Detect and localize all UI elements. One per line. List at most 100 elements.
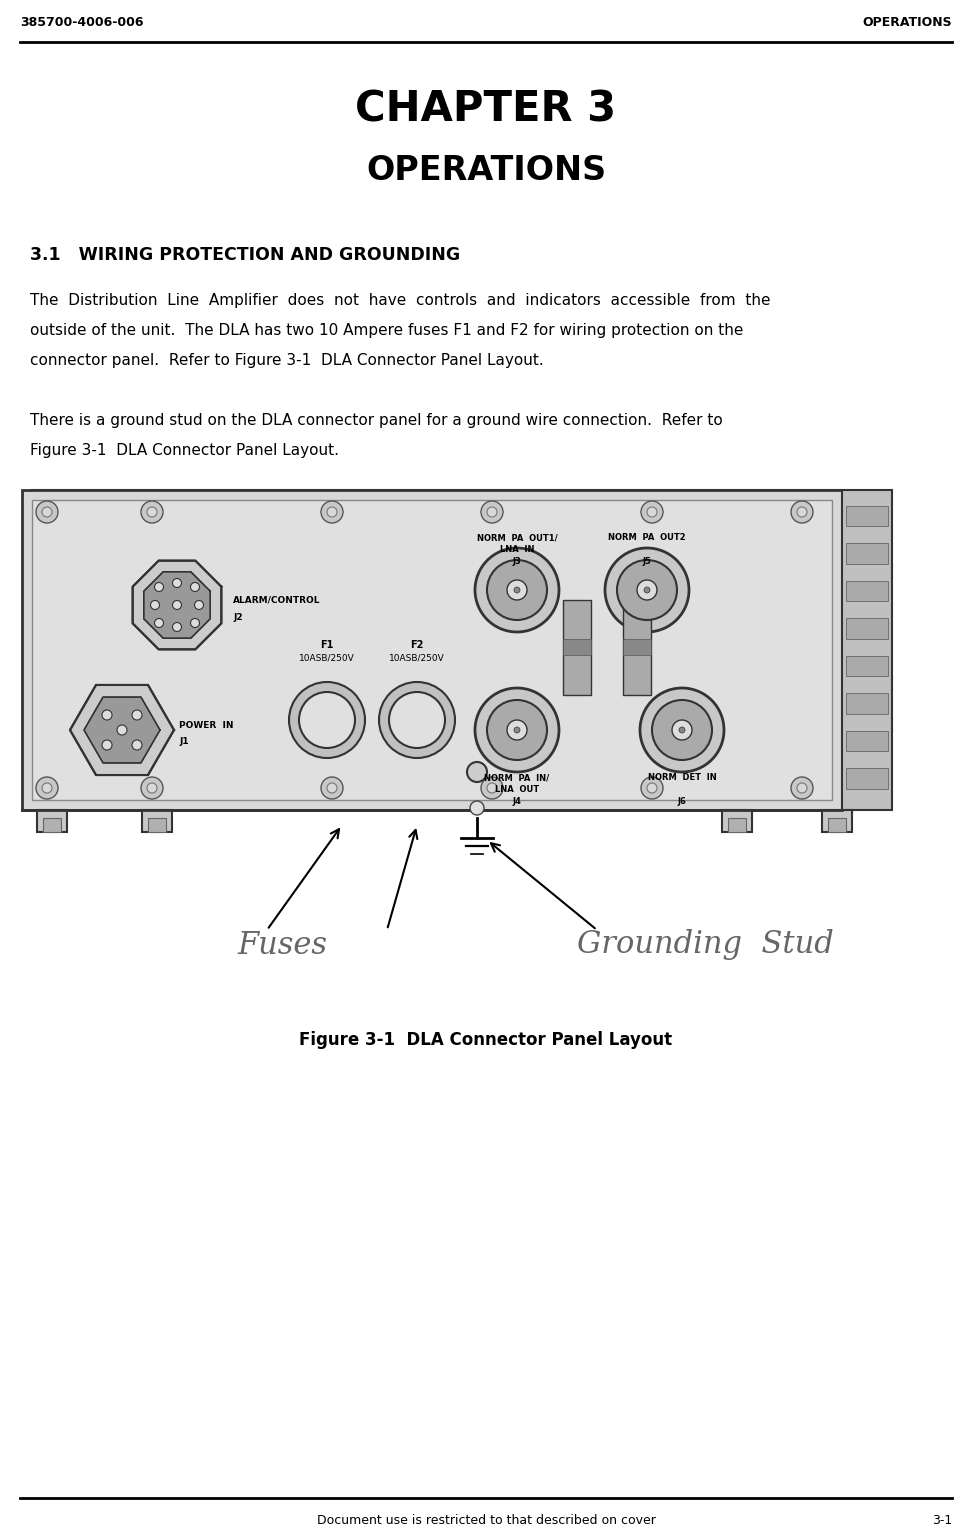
Text: Grounding  Stud: Grounding Stud (577, 929, 834, 961)
Text: NORM  DET  IN: NORM DET IN (647, 774, 716, 782)
Text: CHAPTER 3: CHAPTER 3 (356, 89, 616, 130)
Circle shape (299, 691, 355, 748)
Polygon shape (70, 685, 174, 776)
Circle shape (475, 547, 559, 632)
Circle shape (507, 579, 527, 599)
Bar (846, 656, 888, 676)
Circle shape (652, 701, 712, 760)
Circle shape (42, 783, 52, 793)
Bar (563, 639, 591, 655)
Circle shape (194, 601, 203, 610)
Polygon shape (132, 561, 222, 650)
Circle shape (641, 501, 663, 523)
Circle shape (605, 547, 689, 632)
Circle shape (467, 762, 487, 782)
Text: 10ASB/250V: 10ASB/250V (389, 653, 445, 662)
Circle shape (321, 777, 343, 799)
Circle shape (172, 622, 182, 632)
Circle shape (791, 501, 813, 523)
Bar (722, 809, 752, 832)
Bar (623, 599, 651, 694)
Text: ALARM/CONTROL: ALARM/CONTROL (233, 595, 321, 604)
Text: NORM  PA  OUT1/: NORM PA OUT1/ (476, 533, 557, 543)
Bar (846, 768, 888, 789)
Circle shape (797, 783, 807, 793)
Circle shape (507, 721, 527, 740)
Text: F2: F2 (410, 639, 424, 650)
Text: J5: J5 (642, 558, 651, 567)
Circle shape (487, 560, 547, 619)
Circle shape (172, 578, 182, 587)
Circle shape (327, 783, 337, 793)
Circle shape (637, 579, 657, 599)
Circle shape (36, 501, 58, 523)
Circle shape (487, 701, 547, 760)
Circle shape (641, 777, 663, 799)
Circle shape (191, 583, 199, 592)
Circle shape (791, 777, 813, 799)
Bar (846, 693, 888, 714)
Text: NORM  PA  IN/: NORM PA IN/ (484, 774, 549, 782)
Bar (846, 506, 888, 526)
Text: J6: J6 (677, 797, 686, 806)
Circle shape (102, 740, 112, 750)
Circle shape (102, 710, 112, 721)
Circle shape (379, 682, 455, 757)
Bar (828, 819, 846, 832)
Circle shape (481, 501, 503, 523)
Text: Document use is restricted to that described on cover: Document use is restricted to that descr… (317, 1513, 655, 1527)
Bar (563, 599, 591, 694)
Circle shape (117, 725, 127, 734)
Text: NORM  PA  OUT2: NORM PA OUT2 (608, 533, 686, 543)
Circle shape (797, 507, 807, 517)
Circle shape (389, 691, 445, 748)
Circle shape (36, 777, 58, 799)
Circle shape (321, 501, 343, 523)
Text: 3.1   WIRING PROTECTION AND GROUNDING: 3.1 WIRING PROTECTION AND GROUNDING (30, 245, 461, 264)
Text: J2: J2 (233, 613, 243, 621)
Circle shape (42, 507, 52, 517)
Circle shape (289, 682, 365, 757)
Circle shape (481, 777, 503, 799)
Bar (842, 491, 892, 809)
Circle shape (155, 618, 163, 627)
Text: connector panel.  Refer to Figure 3-1  DLA Connector Panel Layout.: connector panel. Refer to Figure 3-1 DLA… (30, 353, 543, 368)
Circle shape (514, 727, 520, 733)
Text: F1: F1 (321, 639, 333, 650)
Circle shape (514, 587, 520, 593)
Text: outside of the unit.  The DLA has two 10 Ampere fuses F1 and F2 for wiring prote: outside of the unit. The DLA has two 10 … (30, 322, 744, 337)
Circle shape (647, 783, 657, 793)
Bar (32, 491, 842, 507)
Polygon shape (144, 572, 210, 638)
Text: Fuses: Fuses (237, 929, 327, 961)
Text: J3: J3 (512, 558, 521, 567)
Circle shape (141, 501, 163, 523)
Circle shape (132, 710, 142, 721)
Circle shape (487, 783, 497, 793)
Bar (822, 809, 852, 832)
Text: POWER  IN: POWER IN (179, 721, 233, 730)
Circle shape (147, 507, 157, 517)
Bar (623, 639, 651, 655)
Circle shape (172, 601, 182, 610)
Text: Figure 3-1  DLA Connector Panel Layout: Figure 3-1 DLA Connector Panel Layout (299, 1032, 673, 1049)
Text: 385700-4006-006: 385700-4006-006 (20, 15, 144, 29)
Bar (846, 731, 888, 751)
Text: OPERATIONS: OPERATIONS (365, 153, 607, 187)
Text: LNA  OUT: LNA OUT (495, 785, 539, 794)
Bar (846, 543, 888, 564)
Text: OPERATIONS: OPERATIONS (862, 15, 952, 29)
Circle shape (487, 507, 497, 517)
Text: LNA  IN: LNA IN (500, 546, 535, 555)
Text: Figure 3-1  DLA Connector Panel Layout.: Figure 3-1 DLA Connector Panel Layout. (30, 443, 339, 457)
Bar (846, 618, 888, 639)
Polygon shape (84, 698, 160, 763)
Circle shape (644, 587, 650, 593)
Circle shape (147, 783, 157, 793)
Bar (43, 819, 61, 832)
Circle shape (475, 688, 559, 773)
Text: 10ASB/250V: 10ASB/250V (299, 653, 355, 662)
Circle shape (327, 507, 337, 517)
Bar (37, 809, 67, 832)
Circle shape (679, 727, 685, 733)
